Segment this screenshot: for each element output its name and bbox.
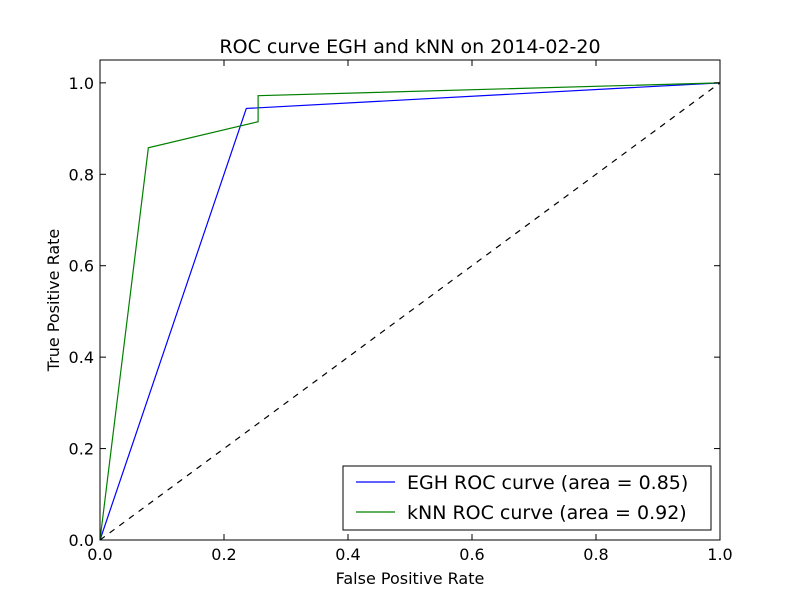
x-tick-label: 0.2 bbox=[211, 545, 236, 564]
legend-label-knn: kNN ROC curve (area = 0.92) bbox=[407, 502, 687, 524]
y-tick-label: 0.2 bbox=[69, 440, 94, 459]
legend: EGH ROC curve (area = 0.85) kNN ROC curv… bbox=[342, 465, 712, 531]
x-tick-label: 0.0 bbox=[87, 545, 112, 564]
y-axis-label: True Positive Rate bbox=[44, 229, 63, 373]
plot-border bbox=[99, 59, 721, 541]
plot-area bbox=[100, 60, 720, 540]
y-tick-label: 0.4 bbox=[69, 348, 94, 367]
chance-reference-line bbox=[99, 82, 721, 541]
y-tick-label: 0.6 bbox=[69, 257, 94, 276]
x-tick-label: 0.4 bbox=[335, 545, 360, 564]
y-tick-label: 1.0 bbox=[69, 74, 94, 93]
knn-roc-line bbox=[99, 82, 721, 541]
x-tick-label: 1.0 bbox=[707, 545, 732, 564]
y-tick-label: 0.0 bbox=[69, 531, 94, 550]
y-tick-label: 0.8 bbox=[69, 165, 94, 184]
x-axis-label: False Positive Rate bbox=[336, 569, 485, 588]
egh-roc-line bbox=[99, 82, 721, 541]
chart-title: ROC curve EGH and kNN on 2014-02-20 bbox=[219, 36, 600, 58]
series-layer bbox=[99, 82, 721, 541]
legend-label-egh: EGH ROC curve (area = 0.85) bbox=[407, 472, 688, 494]
x-tick-label: 0.6 bbox=[459, 545, 484, 564]
x-tick-label: 0.8 bbox=[583, 545, 608, 564]
ticks-layer: 0.0 0.2 0.4 0.6 0.8 1.0 0.0 0.2 0.4 0.6 0.8 1.0 bbox=[69, 60, 733, 564]
legend-box bbox=[342, 465, 712, 531]
